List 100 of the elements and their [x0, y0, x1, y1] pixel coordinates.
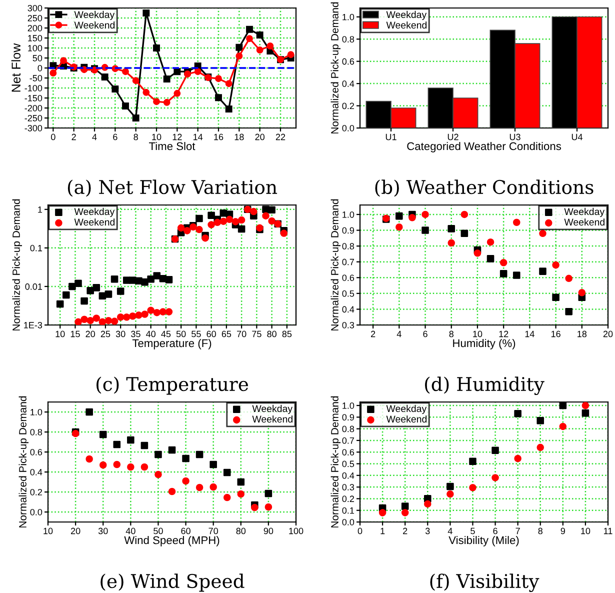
legend-label: Weekend — [386, 21, 427, 29]
y-tick-label: 0.7 — [342, 258, 354, 266]
x-tick-label: 30 — [116, 330, 126, 338]
x-tick-label: 14 — [525, 330, 534, 338]
text: (b) Weather Conditions — [375, 180, 594, 197]
y-tick-label: 0.8 — [342, 243, 354, 250]
x-tick-label: 12 — [499, 330, 508, 338]
y-tick-label: 0.0 — [30, 508, 42, 516]
y-tick-label: 100 — [28, 44, 42, 52]
text: (d) Humidity — [425, 376, 544, 396]
y-tick-label: 0.6 — [342, 449, 354, 456]
y-tick-label: 0.5 — [342, 460, 354, 468]
y-tick-label: 0.8 — [342, 36, 354, 42]
y-tick-label: -100 — [24, 84, 42, 92]
x-tick-label: 45 — [161, 330, 171, 338]
y-tick-label: 1.0 — [342, 14, 354, 20]
y-tick-label: 0.8 — [30, 428, 42, 436]
x-tick-label: 11 — [604, 528, 612, 534]
x-tick-label: 10 — [152, 134, 162, 140]
legend-label: Weekday — [386, 10, 427, 20]
y-tick-label: 0.9 — [342, 414, 354, 421]
x-tick-label: 4 — [396, 330, 402, 338]
y-tick-label: 0.4 — [30, 468, 42, 476]
x-tick-label: 6 — [423, 330, 428, 338]
y-tick-label: 0.4 — [342, 472, 354, 479]
x-tick-label: 6 — [493, 528, 498, 534]
x-axis-title: Time Slot — [148, 142, 196, 150]
x-tick-label: U1 — [386, 134, 396, 140]
x-tick-label: 10 — [473, 330, 482, 338]
legend-label: Weekend — [74, 21, 115, 29]
x-tick-label: 18 — [234, 134, 244, 140]
y-tick-label: 200 — [28, 24, 42, 32]
x-tick-label: 10 — [581, 528, 590, 534]
x-tick-label: 10 — [44, 528, 53, 534]
x-axis-title: Categoried Weather Conditions — [407, 142, 562, 152]
legend-label: Weekday — [252, 404, 293, 414]
y-tick-label: 0.6 — [342, 274, 354, 281]
x-tick-label: 100 — [289, 528, 304, 534]
x-tick-label: 75 — [252, 330, 262, 338]
legend-label: Weekday — [564, 208, 605, 217]
y-tick-label: 0.8 — [342, 426, 354, 432]
x-tick-label: 6 — [113, 134, 118, 140]
x-tick-label: 2 — [370, 330, 376, 338]
y-tick-label: 0.2 — [342, 102, 354, 110]
y-tick-label: 0.4 — [342, 306, 354, 313]
x-tick-label: 70 — [208, 528, 218, 534]
x-tick-label: 60 — [181, 528, 190, 534]
y-tick-label: 0.01 — [25, 283, 42, 290]
x-axis-title: Humidity (%) — [453, 338, 516, 350]
x-tick-label: 0 — [358, 528, 362, 534]
x-tick-label: 85 — [282, 330, 292, 338]
y-tick-label: 0.6 — [342, 58, 354, 65]
text: (e) Wind Speed — [100, 574, 244, 592]
y-tick-label: 1 — [38, 206, 42, 213]
x-tick-label: 8 — [538, 528, 542, 534]
y-tick-label: 0.2 — [30, 488, 42, 496]
x-tick-label: U4 — [572, 134, 583, 140]
legend-label: Weekend — [252, 415, 292, 423]
x-tick-label: 8 — [134, 134, 138, 140]
x-tick-label: 15 — [70, 330, 80, 338]
legend-label: Weekend — [564, 218, 604, 226]
x-tick-label: 5 — [470, 528, 475, 534]
y-tick-label: 0.3 — [342, 322, 354, 328]
y-axis-title: Net Flow — [11, 43, 21, 92]
x-tick-label: U3 — [510, 134, 520, 140]
legend-label: Weekday — [74, 10, 115, 20]
x-tick-label: 40 — [146, 330, 156, 338]
x-tick-label: 4 — [92, 134, 97, 140]
y-axis-title: Normalized Pick-up Demand — [18, 396, 29, 528]
legend-label: Weekday — [74, 208, 115, 217]
y-axis-title: Normalized Pick-up Demand — [330, 199, 341, 330]
x-tick-label: U2 — [448, 134, 458, 140]
x-axis-title: Wind Speed (MPH) — [124, 536, 220, 546]
y-tick-label: 0.0 — [342, 518, 354, 526]
x-axis-title: Visibility (Mile) — [448, 536, 519, 546]
legend-label: Weekday — [386, 404, 427, 414]
legend-label: Weekend — [74, 218, 115, 226]
y-tick-label: -200 — [24, 104, 42, 112]
y-tick-label: -50 — [30, 74, 42, 82]
x-tick-label: 14 — [194, 134, 203, 140]
y-tick-label: 0.4 — [342, 80, 354, 87]
x-tick-label: 30 — [98, 528, 108, 534]
x-tick-label: 35 — [131, 330, 140, 338]
x-tick-label: 40 — [126, 528, 136, 534]
x-tick-label: 60 — [206, 330, 216, 338]
x-tick-label: 4 — [448, 528, 452, 534]
x-tick-label: 2 — [403, 528, 408, 534]
y-tick-label: 50 — [32, 54, 42, 62]
x-tick-label: 20 — [86, 330, 96, 338]
x-tick-label: 0 — [51, 134, 56, 140]
x-tick-label: 9 — [560, 528, 565, 534]
y-tick-label: 0.2 — [342, 496, 354, 502]
x-tick-label: 50 — [154, 528, 163, 534]
y-axis-title: Normalized Pick-up Demand — [330, 396, 341, 528]
x-tick-label: 20 — [603, 330, 613, 338]
y-tick-label: 0.7 — [342, 437, 354, 444]
x-tick-label: 50 — [176, 330, 186, 338]
x-tick-label: 25 — [100, 330, 110, 338]
x-tick-label: 55 — [192, 330, 201, 338]
y-tick-label: 1.0 — [342, 211, 354, 218]
